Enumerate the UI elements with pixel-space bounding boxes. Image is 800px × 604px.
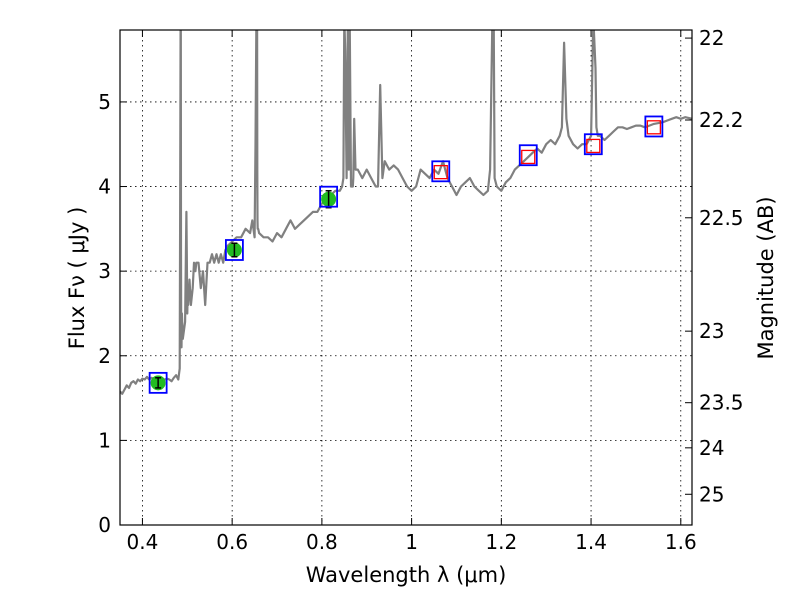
nir-point (521, 149, 536, 165)
data-marks (148, 115, 664, 394)
model-box (148, 371, 168, 394)
x-tick-label: 1.2 (485, 530, 517, 554)
y2-tick-label: 24 (699, 436, 724, 460)
x-tick-label: 1.4 (575, 530, 607, 554)
y2-tick-label: 22.5 (699, 206, 744, 230)
y2-tick-label: 25 (699, 482, 724, 506)
x-tick-label: 0.8 (306, 530, 338, 554)
model-box (431, 160, 451, 183)
model-box (224, 239, 244, 261)
y2-tick-label: 22.2 (699, 108, 744, 132)
x-tick-label: 1.6 (665, 530, 697, 554)
y2-tick-label: 22 (699, 26, 724, 50)
y-tick-label: 5 (98, 90, 111, 114)
nir-point (646, 120, 662, 135)
y2-tick-label: 23.5 (699, 391, 744, 415)
y-tick-label: 4 (98, 175, 111, 199)
y-axis-left: 0 1 2 3 4 5 (98, 90, 127, 537)
x-axis-title: Wavelength λ (μm) (306, 563, 507, 587)
y2-tick-label: 23 (699, 319, 724, 343)
x-tick-label: 1 (405, 530, 418, 554)
y-tick-label: 3 (98, 259, 111, 283)
x-axis: 0.4 0.6 0.8 1 1.2 1.4 1.6 (127, 30, 697, 554)
model-box (583, 133, 603, 156)
y-tick-label: 0 (98, 513, 111, 537)
x-tick-label: 0.6 (216, 530, 248, 554)
model-box (644, 115, 664, 138)
x-tick-label: 0.4 (127, 530, 159, 554)
model-box (518, 144, 538, 167)
plot-frame (119, 29, 693, 526)
spectrum-line (120, 30, 692, 395)
plot-area (120, 30, 692, 395)
nir-point (433, 165, 448, 180)
nir-point (586, 138, 601, 154)
y-tick-label: 2 (98, 344, 111, 368)
y-axis-right: 22 22.2 22.5 23 23.5 24 25 (685, 26, 744, 506)
model-box (319, 185, 339, 208)
y2-axis-title: Magnitude (AB) (754, 196, 778, 359)
y-axis-title: Flux Fν ( μJy ) (65, 207, 89, 350)
y-tick-label: 1 (98, 428, 111, 452)
